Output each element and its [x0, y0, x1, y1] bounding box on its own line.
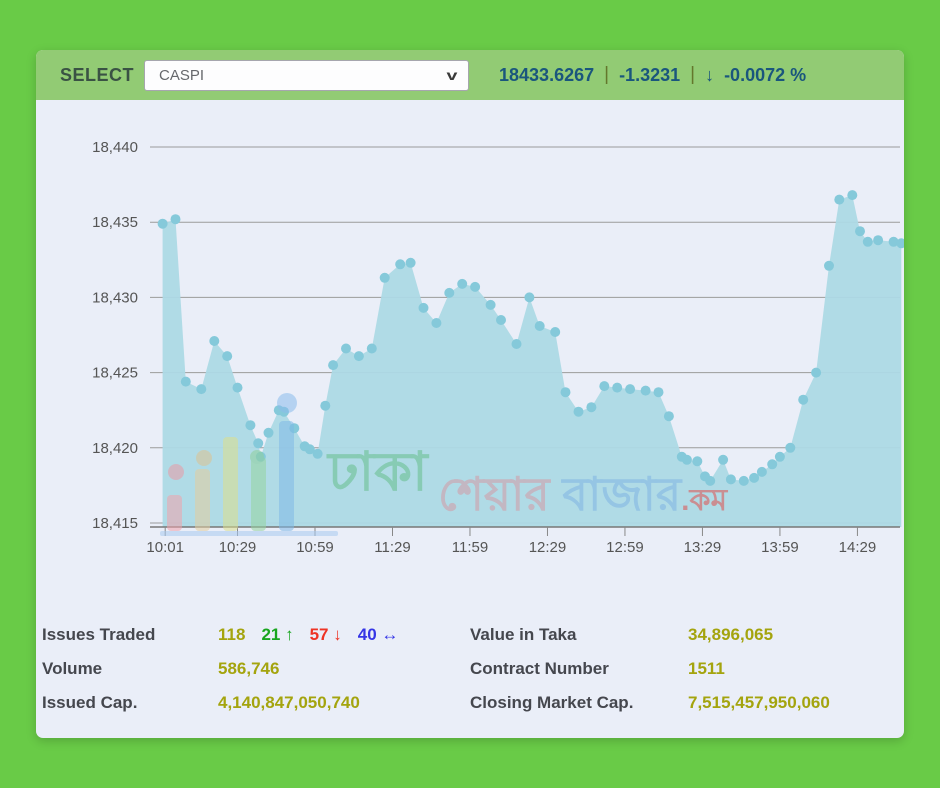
volume-value: 586,746 — [218, 659, 280, 678]
issued-cap-label: Issued Cap. — [42, 693, 138, 712]
contract-number-value: 1511 — [688, 659, 725, 678]
up-arrow-icon: ↑ — [285, 625, 294, 644]
index-quote: 18433.6267 | -1.3231 | ↓ -0.0072 % — [499, 64, 806, 86]
select-label: SELECT — [60, 64, 135, 85]
svg-text:12:59: 12:59 — [606, 539, 644, 556]
quote-separator: | — [604, 64, 610, 85]
svg-text:10:29: 10:29 — [219, 539, 257, 556]
svg-text:12:29: 12:29 — [529, 539, 567, 556]
svg-text:11:59: 11:59 — [452, 539, 488, 556]
chevron-down-icon: v — [446, 67, 458, 83]
contract-number-label: Contract Number — [470, 659, 609, 678]
svg-text:13:59: 13:59 — [761, 539, 799, 556]
svg-text:18,440: 18,440 — [92, 139, 138, 156]
index-change-percent: -0.0072 % — [724, 64, 807, 85]
index-change-value: -1.3231 — [619, 64, 681, 85]
closing-market-cap-label: Closing Market Cap. — [470, 693, 634, 712]
value-in-taka-label: Value in Taka — [470, 625, 577, 644]
issues-traded-values: 118 21 ↑ 57 ↓ 40 ↔ — [218, 618, 470, 652]
closing-market-cap-value: 7,515,457,950,060 — [688, 693, 830, 712]
down-arrow-icon: ↓ — [333, 625, 342, 644]
market-stats: Issues Traded 118 21 ↑ 57 ↓ 40 ↔ Value i… — [36, 618, 904, 720]
index-last-value: 18433.6267 — [499, 64, 595, 85]
issues-advanced: 21 ↑ — [261, 625, 294, 644]
down-arrow-icon: ↓ — [705, 64, 715, 85]
issues-unchanged: 40 ↔ — [357, 625, 399, 644]
svg-text:18,435: 18,435 — [92, 214, 138, 231]
issues-declined: 57 ↓ — [309, 625, 342, 644]
svg-text:10:59: 10:59 — [296, 539, 334, 556]
market-index-panel: SELECT CASPI v 18433.6267 | -1.3231 | ↓ … — [36, 50, 904, 738]
svg-text:14:29: 14:29 — [839, 539, 877, 556]
index-area-chart: 18,440 18,435 18,430 18,425 18,420 18,415 10:0… — [36, 100, 904, 600]
svg-text:10:01: 10:01 — [146, 539, 184, 556]
volume-label: Volume — [42, 659, 103, 678]
issues-traded-label: Issues Traded — [42, 625, 156, 644]
svg-text:18,425: 18,425 — [92, 365, 138, 382]
issues-total: 118 — [218, 625, 246, 644]
value-in-taka-value: 34,896,065 — [688, 625, 774, 644]
watermark-logo — [160, 393, 338, 536]
index-select-bar: SELECT CASPI v 18433.6267 | -1.3231 | ↓ … — [36, 50, 904, 100]
chart-canvas: 18,440 18,435 18,430 18,425 18,420 18,415 10:0… — [92, 139, 904, 556]
issued-cap-value: 4,140,847,050,740 — [218, 693, 360, 712]
svg-text:18,420: 18,420 — [92, 440, 138, 457]
svg-text:11:29: 11:29 — [374, 539, 410, 556]
svg-text:13:29: 13:29 — [684, 539, 722, 556]
quote-separator: | — [690, 64, 696, 85]
svg-text:18,415: 18,415 — [92, 515, 138, 532]
index-dropdown-value: CASPI — [159, 66, 205, 84]
index-dropdown[interactable]: CASPI v — [144, 59, 470, 91]
left-right-arrow-icon: ↔ — [381, 625, 399, 644]
svg-text:18,430: 18,430 — [92, 289, 138, 306]
